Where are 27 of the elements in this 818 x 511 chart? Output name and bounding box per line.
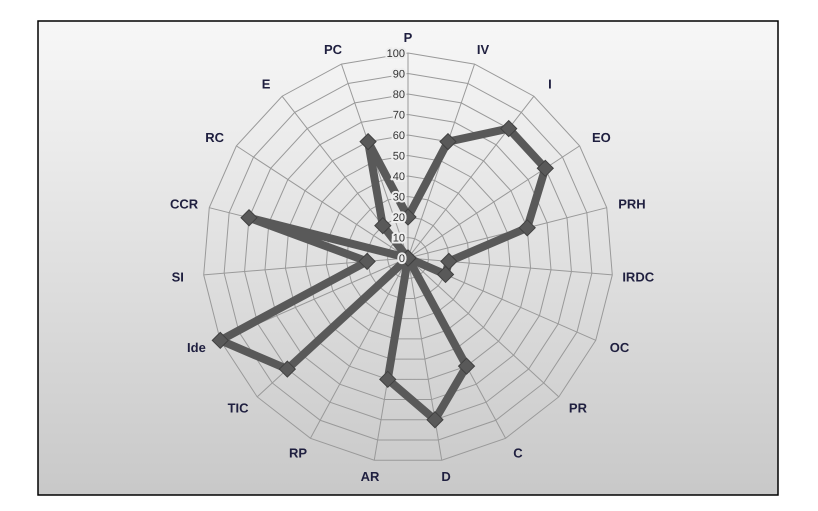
y-tick-label: 40: [392, 171, 405, 183]
spoke-label: AR: [360, 468, 380, 484]
y-tick-label: 10: [392, 232, 405, 244]
y-tick-label: 80: [392, 89, 405, 101]
spoke-label: PR: [568, 400, 588, 416]
spoke-label: CCR: [170, 196, 199, 212]
spoke-label: E: [262, 76, 271, 92]
spoke-label: RC: [205, 130, 225, 146]
spoke-label: PC: [324, 42, 343, 57]
spoke-label: TIC: [228, 400, 250, 416]
y-tick-label: 60: [392, 130, 405, 142]
y-tick-label: 100: [386, 48, 405, 60]
spoke-label: I: [548, 76, 552, 92]
spoke-label: PRH: [618, 196, 646, 212]
spoke-label: D: [441, 468, 451, 484]
spoke-label: IRDC: [622, 269, 655, 284]
spoke-label: C: [513, 445, 524, 460]
spoke-label: P: [404, 30, 413, 45]
spoke-label: EO: [592, 130, 611, 146]
y-tick-label: 90: [392, 68, 405, 80]
spoke-label: RP: [289, 445, 308, 460]
y-tick-label: 70: [392, 110, 405, 122]
spoke-label: IV: [476, 42, 490, 57]
spoke-label: OC: [610, 340, 630, 355]
spoke-label: SI: [172, 269, 184, 284]
y-tick-label: 50: [392, 150, 405, 162]
spoke-label: Ide: [187, 340, 206, 355]
